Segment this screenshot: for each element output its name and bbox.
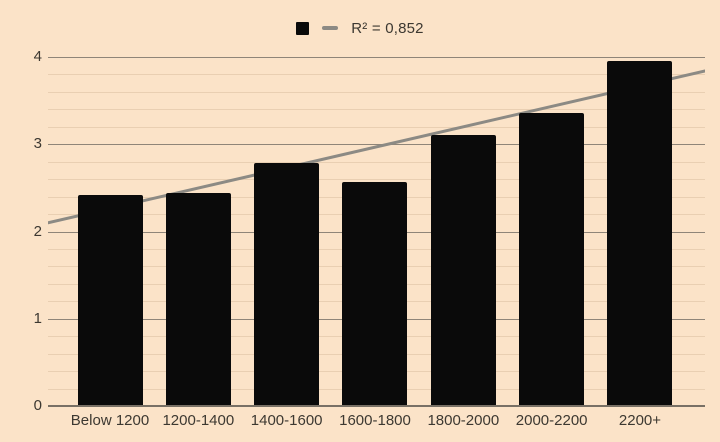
x-tick-label: Below 1200 bbox=[70, 412, 150, 429]
trendline-swatch-icon bbox=[322, 26, 339, 30]
trendline bbox=[48, 69, 705, 225]
bar-series-swatch-icon bbox=[296, 21, 310, 35]
gridline-minor bbox=[48, 74, 705, 76]
bar-2200- bbox=[607, 61, 673, 406]
x-tick-label: 1400-1600 bbox=[250, 412, 323, 429]
gridline-minor bbox=[48, 109, 705, 111]
gridline-minor bbox=[48, 179, 705, 181]
gridline-major bbox=[48, 57, 705, 58]
x-tick-label: 2200+ bbox=[618, 412, 662, 429]
y-tick-label: 1 bbox=[33, 309, 42, 327]
plot-area bbox=[48, 57, 705, 407]
x-tick-label: 2000-2200 bbox=[515, 412, 588, 429]
x-axis-line bbox=[48, 405, 705, 407]
bar-1800-2000 bbox=[430, 134, 496, 406]
y-tick-label: 4 bbox=[33, 48, 42, 65]
bar-1600-1800 bbox=[342, 181, 408, 406]
bar-2000-2200 bbox=[519, 112, 585, 406]
y-tick-label: 2 bbox=[33, 222, 42, 240]
gridline-minor bbox=[48, 126, 705, 128]
bar-1400-1600 bbox=[254, 162, 320, 406]
bar-below-1200 bbox=[77, 194, 143, 406]
gridline-minor bbox=[48, 91, 705, 93]
y-tick-label: 0 bbox=[33, 397, 42, 414]
gridline-minor bbox=[48, 161, 705, 163]
x-tick-label: 1200-1400 bbox=[162, 412, 235, 429]
x-tick-label: 1800-2000 bbox=[427, 412, 500, 429]
trendline-segment bbox=[48, 69, 705, 225]
x-tick-label: 1600-1800 bbox=[339, 412, 411, 429]
gridline-major bbox=[48, 144, 705, 146]
y-tick-label: 3 bbox=[33, 135, 42, 153]
legend: R² = 0,852 bbox=[0, 19, 720, 37]
trendline-legend-label: R² = 0,852 bbox=[351, 19, 424, 37]
bar-1200-1400 bbox=[165, 193, 231, 406]
